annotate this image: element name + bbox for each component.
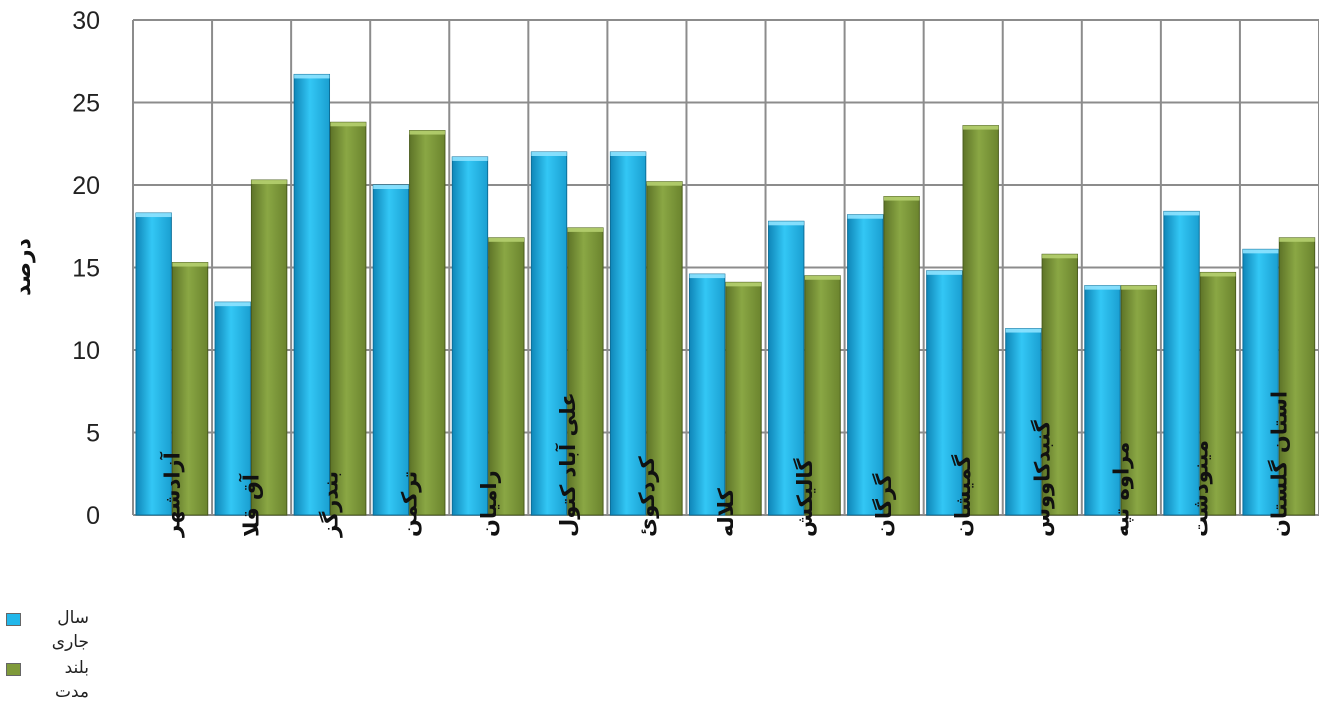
legend-swatch-current-year: [6, 613, 21, 626]
bar-current-year: [847, 214, 884, 516]
bar-current-year-top: [1163, 211, 1200, 216]
y-tick-label: 10: [72, 337, 100, 365]
bar-current-year: [1005, 328, 1042, 516]
bar-current-year-top: [294, 74, 330, 79]
bar-current-year: [135, 212, 172, 516]
legend-item-long-term: بلند مدت: [6, 656, 116, 704]
x-category-label: علی آباد کتول: [555, 392, 580, 537]
x-category-label: رامیان: [477, 470, 501, 537]
bar-current-year-top: [136, 213, 172, 218]
bar-current-year: [530, 151, 568, 516]
bar-long-term-top: [963, 125, 999, 130]
bars: [135, 73, 1316, 516]
x-category-label: گنبدکاووس: [1029, 420, 1054, 537]
bar-long-term-top: [251, 180, 287, 185]
bar-current-year-top: [1242, 249, 1279, 254]
bar-long-term: [962, 125, 999, 516]
bar-long-term-top: [172, 262, 208, 267]
x-category-label: مینودشت: [1188, 440, 1212, 537]
x-category-label: گالیکش: [792, 458, 817, 537]
bar-current-year: [293, 73, 331, 516]
bar-current-year-top: [1005, 328, 1042, 333]
bar-long-term: [488, 237, 525, 516]
legend-item-current-year: سال جاری: [6, 606, 116, 654]
bar-current-year: [451, 156, 489, 516]
bar-long-term: [804, 275, 841, 516]
bar-long-term: [567, 227, 604, 516]
bar-long-term: [725, 281, 762, 516]
bar-current-year-top: [847, 214, 883, 219]
bar-current-year: [214, 301, 251, 516]
bar-current-year: [688, 273, 726, 516]
y-tick-label: 30: [72, 7, 100, 35]
bar-current-year-top: [926, 270, 963, 275]
x-category-label: گمیشان: [950, 454, 975, 537]
x-category-label: استان گلستان: [1266, 391, 1291, 537]
x-category-label: کلاله: [714, 487, 738, 537]
x-axis-categories: آزادشهر آق قلا بندرگز ترکمن رامیان علی آباد ک…: [160, 391, 1292, 538]
bar-current-year: [372, 184, 410, 516]
bar-current-year-top: [215, 302, 251, 307]
bar-current-year-top: [610, 152, 646, 156]
bar-current-year-top: [1084, 285, 1121, 290]
bar-long-term-top: [1042, 254, 1078, 259]
y-tick-label: 15: [72, 255, 100, 283]
bar-long-term: [1120, 285, 1158, 516]
y-axis-ticks: 0 5 10 15 20 25 30: [72, 7, 100, 530]
y-tick-label: 5: [86, 420, 100, 448]
bar-current-year: [926, 270, 963, 516]
bar-long-term-top: [883, 196, 920, 201]
bar-long-term: [1199, 271, 1237, 516]
bar-long-term: [330, 121, 367, 516]
x-category-label: آزادشهر: [160, 451, 185, 538]
x-category-label: ترکمن: [398, 471, 422, 537]
bar-long-term-top: [567, 227, 604, 232]
bar-long-term-top: [725, 282, 762, 287]
legend-label-current-year: سال جاری: [51, 608, 89, 652]
y-axis-label: درصد: [11, 238, 36, 296]
bar-long-term: [250, 179, 288, 516]
bar-current-year-top: [373, 185, 409, 189]
legend-label-long-term: بلند مدت: [54, 658, 89, 702]
legend: سال جاری بلند مدت: [6, 606, 116, 706]
bar-current-year-top: [768, 221, 804, 226]
y-tick-label: 20: [72, 172, 100, 200]
y-tick-label: 25: [72, 90, 100, 118]
y-tick-label: 0: [86, 502, 100, 530]
bar-long-term-top: [488, 237, 525, 242]
bar-long-term-top: [804, 275, 841, 280]
bar-long-term: [171, 262, 209, 516]
x-category-label: آق قلا: [239, 473, 264, 537]
bar-long-term-top: [1279, 237, 1315, 242]
bar-long-term: [646, 181, 683, 516]
chart-grid: [132, 19, 1319, 516]
bar-long-term: [1278, 237, 1316, 516]
bar-current-year-top: [689, 274, 725, 279]
bar-current-year-top: [452, 156, 488, 161]
x-category-label: مراوه تپه: [1109, 442, 1133, 537]
bar-current-year: [1163, 210, 1200, 516]
x-category-label: کردکوئ: [635, 456, 659, 537]
bar-long-term-top: [330, 122, 366, 127]
bar-current-year-top: [531, 152, 567, 156]
x-category-label: بندرگز: [318, 471, 343, 538]
legend-swatch-long-term: [6, 663, 21, 676]
bar-long-term-top: [1121, 285, 1157, 290]
bar-long-term-top: [646, 181, 683, 186]
bar-long-term: [883, 196, 920, 516]
bar-long-term-top: [409, 130, 445, 135]
bar-current-year: [768, 220, 805, 516]
bar-long-term: [1041, 253, 1078, 516]
x-category-label: گرگان: [871, 473, 896, 537]
bar-long-term: [409, 130, 446, 516]
bar-long-term-top: [1200, 272, 1236, 277]
